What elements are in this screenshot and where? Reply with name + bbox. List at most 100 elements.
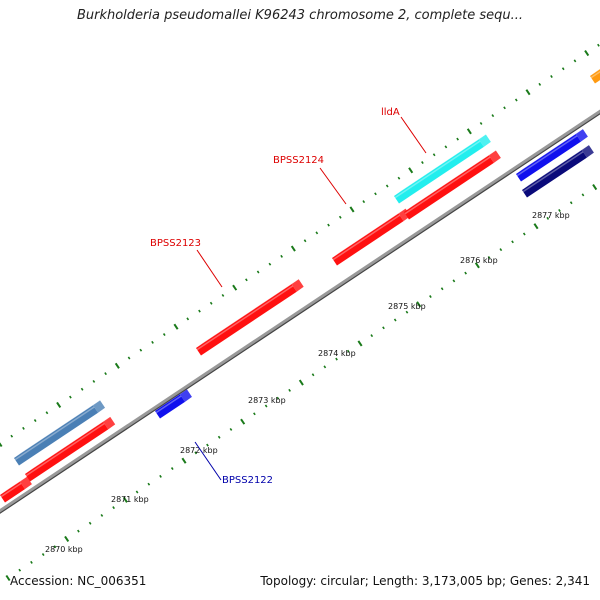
- gene-bpss2124[interactable]: [332, 208, 411, 266]
- scale-label: 2871 kbp: [111, 495, 149, 504]
- inner-tick: [77, 529, 80, 533]
- outer-tick: [290, 245, 296, 252]
- inner-tick: [581, 193, 585, 197]
- gene-bpss2123[interactable]: [196, 279, 304, 356]
- gene-features[interactable]: [0, 60, 600, 503]
- outer-tick: [397, 176, 401, 180]
- gene-red-b-top: [25, 416, 111, 474]
- outer-tick: [33, 419, 37, 423]
- outer-tick: [349, 206, 355, 213]
- inner-tick: [147, 482, 151, 486]
- inner-tick: [253, 412, 256, 416]
- gene-blue-right-end: [575, 129, 588, 142]
- gene-llda-top: [394, 134, 486, 196]
- gene-bpss2122-highlight: [155, 395, 182, 414]
- outer-tick: [538, 82, 542, 86]
- gene-label[interactable]: lldA: [381, 107, 400, 118]
- outer-tick: [0, 442, 3, 448]
- inner-tick: [64, 535, 70, 542]
- gene-red-c-end: [488, 150, 501, 163]
- inner-tick: [499, 248, 503, 252]
- gene-steel[interactable]: [14, 400, 106, 466]
- outer-tick: [514, 98, 518, 102]
- gene-steel-highlight: [14, 406, 95, 461]
- inner-tick: [311, 373, 315, 377]
- gene-label[interactable]: BPSS2123: [150, 238, 201, 249]
- inner-tick: [569, 201, 573, 205]
- inner-tick: [41, 553, 45, 557]
- gene-label[interactable]: BPSS2122: [222, 475, 273, 486]
- outer-tick: [245, 278, 248, 282]
- gene-orange[interactable]: [590, 60, 600, 84]
- outer-tick: [45, 411, 49, 415]
- outer-tick: [525, 89, 531, 96]
- inner-tick: [522, 232, 526, 236]
- gene-llda[interactable]: [394, 134, 491, 204]
- inner-tick: [276, 396, 280, 400]
- gene-bpss2123-face: [196, 284, 297, 356]
- map-title: Burkholderia pseudomallei K96243 chromos…: [76, 8, 524, 23]
- gene-label[interactable]: BPSS2124: [273, 155, 324, 166]
- inner-tick: [511, 240, 514, 244]
- gene-red-b[interactable]: [25, 416, 116, 482]
- gene-steel-face: [14, 405, 99, 466]
- scale-label: 2870 kbp: [45, 545, 83, 554]
- scale-label: 2877 kbp: [532, 211, 570, 220]
- gene-red-left-face: [0, 481, 25, 503]
- gene-navy-top: [522, 145, 589, 190]
- inner-tick: [53, 545, 57, 549]
- inner-tick: [323, 365, 327, 369]
- gene-bpss2124-highlight: [332, 214, 401, 261]
- outer-tick: [491, 114, 495, 118]
- backbone-shadow: [0, 112, 600, 514]
- gene-bpss2122-face: [155, 394, 185, 419]
- inner-tick: [382, 326, 385, 330]
- gene-bpss2123-highlight: [196, 285, 294, 351]
- gene-red-left[interactable]: [0, 476, 32, 503]
- accession-text: Accession: NC_006351: [10, 574, 147, 588]
- scale-label: 2872 kbp: [180, 446, 218, 455]
- outer-tick-track: [0, 43, 600, 448]
- inner-tick: [30, 560, 33, 564]
- inner-tick: [533, 223, 539, 230]
- outer-tick: [573, 59, 577, 63]
- inner-tick: [240, 418, 246, 425]
- gene-blue-right[interactable]: [516, 129, 588, 182]
- inner-tick: [464, 271, 467, 275]
- inner-tick: [288, 388, 291, 392]
- gene-red-left-top: [0, 476, 27, 495]
- gene-red-c-top: [404, 150, 496, 212]
- outer-tick: [584, 50, 590, 57]
- outer-tick: [327, 223, 330, 227]
- gene-labels: BPSS2123 BPSS2124 lldA BPSS2122: [150, 107, 427, 486]
- outer-tick: [92, 379, 96, 383]
- inner-tick: [217, 435, 221, 439]
- topology-summary: Topology: circular; Length: 3,173,005 bp…: [260, 574, 590, 588]
- inner-tick: [346, 349, 350, 353]
- inner-tick: [5, 574, 11, 582]
- inner-tick: [229, 427, 233, 431]
- inner-tick: [135, 490, 139, 494]
- gene-orange-highlight: [590, 70, 600, 79]
- gene-navy-end: [581, 145, 594, 158]
- outer-tick: [268, 262, 272, 266]
- outer-tick: [362, 200, 366, 204]
- outer-tick: [127, 356, 131, 360]
- outer-tick: [385, 184, 389, 188]
- gene-label-leader: [194, 441, 222, 481]
- gene-navy-highlight: [522, 151, 584, 193]
- outer-tick: [432, 153, 436, 157]
- gene-red-c[interactable]: [404, 150, 501, 220]
- gene-red-b-face: [25, 421, 109, 482]
- gene-navy[interactable]: [522, 145, 594, 198]
- inner-tick: [112, 506, 115, 510]
- gene-label-leader: [400, 116, 427, 154]
- gene-orange-face: [590, 69, 600, 84]
- gene-steel-top: [14, 400, 101, 458]
- outer-tick: [338, 215, 342, 219]
- gene-bpss2122[interactable]: [155, 389, 192, 419]
- inner-tick: [416, 301, 422, 308]
- scale-label: 2874 kbp: [318, 349, 356, 358]
- inner-tick-track: [5, 184, 598, 582]
